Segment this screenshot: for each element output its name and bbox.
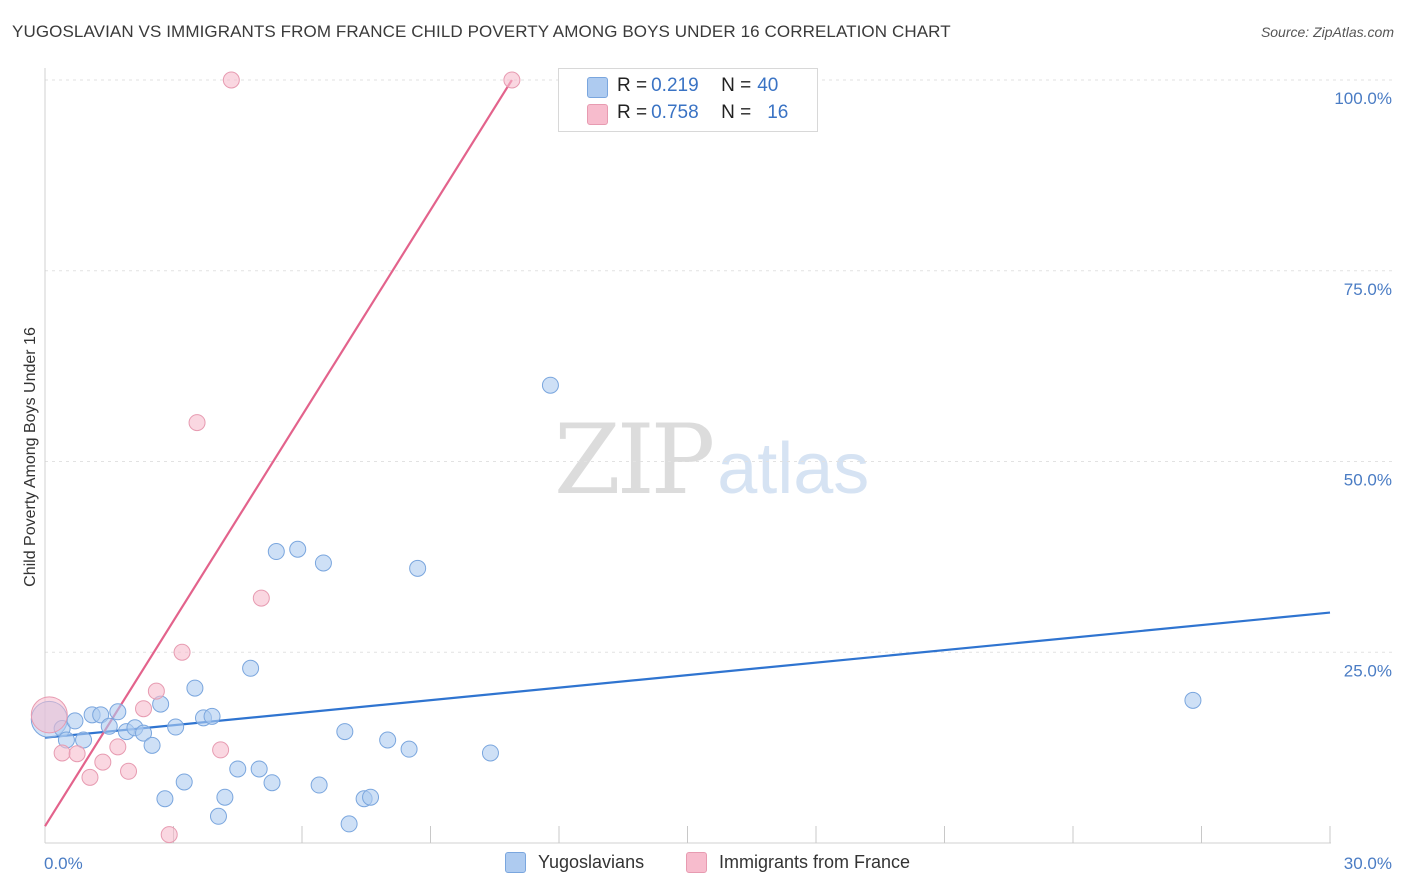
x-tick-label: 0.0% xyxy=(44,854,83,873)
legend-item-yugoslavians: Yugoslavians xyxy=(505,852,644,873)
yugoslavian-point xyxy=(66,712,84,730)
yugoslavian-point xyxy=(75,731,93,749)
yugoslavian-point xyxy=(310,776,328,794)
y-axis-label: Child Poverty Among Boys Under 16 xyxy=(22,327,39,587)
yugoslavian-point xyxy=(340,815,358,833)
x-tick-label: 30.0% xyxy=(1344,854,1392,873)
france-point xyxy=(120,762,138,780)
legend-label: Yugoslavians xyxy=(538,852,645,872)
yugoslavian-point xyxy=(203,707,221,725)
legend-swatch xyxy=(686,852,707,873)
yugoslavian-point xyxy=(362,788,380,806)
legend-item-immigrants-france: Immigrants from France xyxy=(686,852,910,873)
yugoslavian-point xyxy=(267,543,285,561)
france-point xyxy=(503,71,521,89)
france-point xyxy=(212,741,230,759)
france-point xyxy=(222,71,240,89)
yugoslavian-point xyxy=(216,788,234,806)
legend-row-yugoslavians: R = 0.219 N = 40 xyxy=(617,74,778,98)
yugoslavian-point xyxy=(336,723,354,741)
france-point xyxy=(53,744,71,762)
n-value: 16 xyxy=(767,102,789,123)
axis-ticks: 25.0% 50.0% 75.0% 100.0% 0.0% 30.0% xyxy=(44,89,1392,873)
france-point xyxy=(94,753,112,771)
r-value: 0.758 xyxy=(651,102,699,123)
y-tick-label: 50.0% xyxy=(1344,471,1392,490)
france-point xyxy=(173,643,191,661)
yugoslavian-point xyxy=(541,376,559,394)
legend-swatch-immigrants-france xyxy=(587,104,608,125)
yugoslavian-point xyxy=(135,724,153,742)
yugoslavian-point xyxy=(92,706,110,724)
n-value: 40 xyxy=(757,75,779,96)
legend-swatch-yugoslavians xyxy=(587,77,608,98)
yugoslavian-point xyxy=(109,703,127,721)
yugoslavian-point xyxy=(242,659,260,677)
yugoslavian-point xyxy=(1184,691,1202,709)
france-point xyxy=(135,700,153,718)
r-label: R = xyxy=(617,75,648,96)
yugoslavian-point xyxy=(175,773,193,791)
france-point xyxy=(252,589,270,607)
grid-lines xyxy=(45,79,1392,653)
france-point xyxy=(188,414,206,432)
yugoslavian-point xyxy=(400,740,418,758)
yugoslavian-point xyxy=(143,736,161,754)
yugoslavian-point xyxy=(156,790,174,808)
yugoslavian-point xyxy=(100,717,118,735)
yugoslavian-point xyxy=(263,774,281,792)
france-trend-line xyxy=(44,79,513,827)
yugoslavian-point xyxy=(314,554,332,572)
yugoslavian-point xyxy=(409,559,427,577)
series-legend: Yugoslavians Immigrants from France xyxy=(0,852,1406,878)
trend-lines xyxy=(44,79,1331,827)
france-point xyxy=(30,696,68,734)
yugoslavian-trend-line xyxy=(44,611,1331,739)
yugoslavian-point xyxy=(481,744,499,762)
legend-label: Immigrants from France xyxy=(719,852,911,872)
yugoslavian-point xyxy=(250,760,268,778)
source-label: Source: ZipAtlas.com xyxy=(1260,24,1394,40)
france-point xyxy=(68,745,86,763)
yugoslavian-point xyxy=(289,540,307,558)
france-point xyxy=(81,768,99,786)
correlation-legend: R = 0.219 N = 40 R = 0.758 N = 16 xyxy=(558,68,818,132)
yugoslavian-point xyxy=(229,760,247,778)
chart-title: YUGOSLAVIAN VS IMMIGRANTS FROM FRANCE CH… xyxy=(12,22,951,41)
r-value: 0.219 xyxy=(651,75,699,96)
axes xyxy=(44,68,1331,844)
yugoslavian-point xyxy=(167,718,185,736)
yugoslavian-point xyxy=(186,679,204,697)
n-label: N = xyxy=(721,102,752,123)
yugoslavian-point xyxy=(209,807,227,825)
y-tick-label: 75.0% xyxy=(1344,280,1392,299)
n-label: N = xyxy=(721,75,752,96)
legend-row-immigrants-france: R = 0.758 N = 16 xyxy=(617,101,788,125)
r-label: R = xyxy=(617,102,648,123)
france-point xyxy=(160,826,178,844)
y-tick-label: 25.0% xyxy=(1344,661,1392,680)
data-points xyxy=(30,71,1202,844)
france-point xyxy=(109,738,127,756)
legend-swatch xyxy=(505,852,526,873)
y-tick-label: 100.0% xyxy=(1334,89,1392,108)
france-point xyxy=(147,682,165,700)
yugoslavian-point xyxy=(379,731,397,749)
